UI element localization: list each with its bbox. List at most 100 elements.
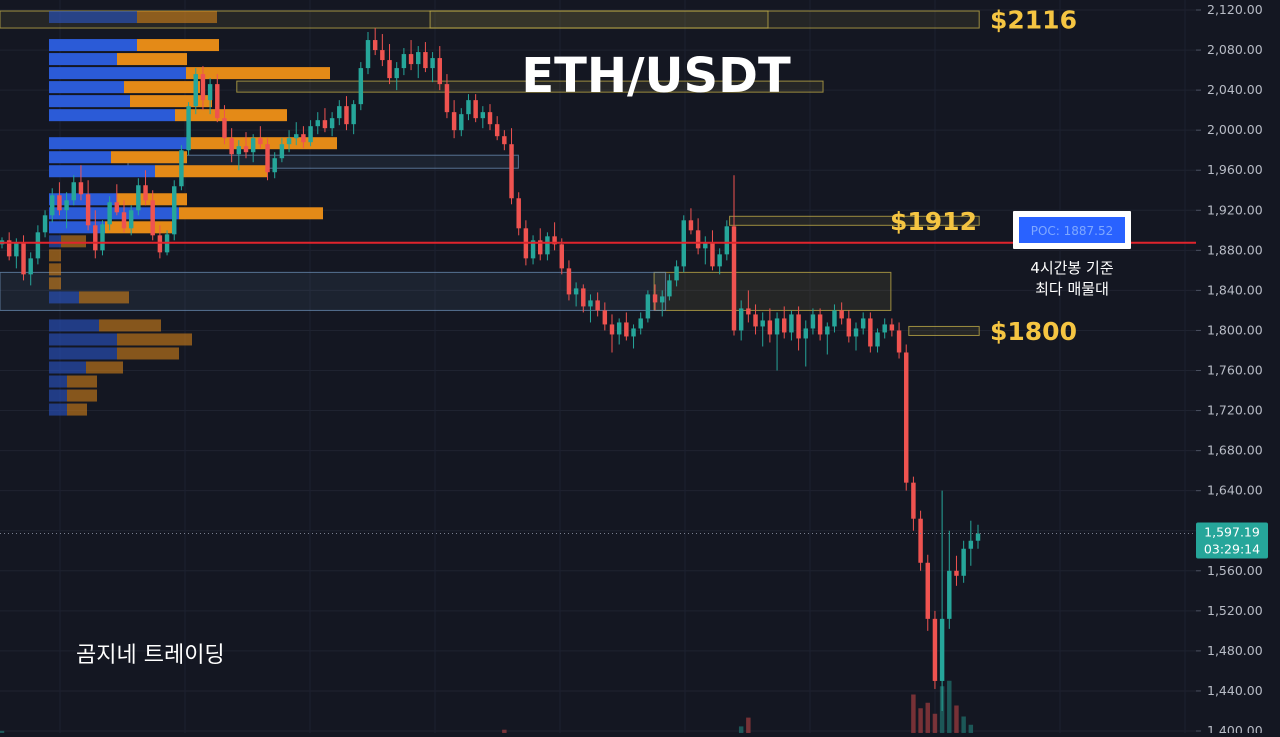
profile-sell-bar [99,319,161,332]
level-labels: $2116 $1912 $1800 [890,6,1077,346]
axis-tick-label: 1,400.00 [1207,723,1263,733]
candle-body [480,112,486,119]
price-zone [0,271,667,311]
candle-body [494,124,500,137]
profile-sell-bar [86,361,123,374]
profile-sell-bar [137,11,217,24]
profile-sell-bar [49,249,61,262]
candle-body [121,212,127,229]
candle-body [179,150,184,187]
candle-body [128,210,134,229]
candle-body [674,266,679,281]
candle-body [85,194,91,226]
volume-bar [961,716,966,733]
axis-tick-label: 1,480.00 [1207,643,1263,658]
profile-buy-bar [49,403,67,416]
axis-tick-label: 1,560.00 [1207,563,1263,578]
profile-buy-bar [49,221,105,234]
axis-tick-label: 2,120.00 [1207,2,1263,17]
candle-body [50,195,55,216]
candle-body [473,100,478,119]
candle-body [631,328,636,337]
price-zone [653,271,892,311]
candle-body [143,185,148,201]
profile-buy-bar [49,375,67,388]
profile-buy-bar [49,347,117,360]
candle-body [301,134,306,143]
candle-body [616,322,622,335]
candle-body [832,310,837,327]
candle-body [236,146,242,155]
candle-body [968,540,974,549]
price-axis[interactable]: 2,120.00 2,080.00 2,040.00 2,000.00 1,960.00… [1196,2,1263,737]
chart-title: ETH/USDT [521,48,791,104]
profile-sell-bar [67,389,97,402]
candle-body [746,308,751,315]
current-price-value: 1,597.19 [1204,525,1260,540]
candle-body [21,242,26,275]
candle-body [272,158,277,173]
candle-body [114,202,120,213]
profile-sell-bar [186,67,330,80]
current-price-countdown: 03:29:14 [1204,542,1260,557]
profile-sell-bar [61,235,86,248]
volume-bar [911,694,916,733]
candle-body [660,296,665,303]
candle-body [150,200,155,236]
profile-sell-bar [79,291,129,304]
candle-body [803,328,808,339]
candle-body [416,52,421,65]
price-zone [908,325,980,336]
candle-body [100,224,105,251]
level-label: $1912 [890,207,977,236]
axis-tick-label: 1,920.00 [1207,202,1263,217]
candle-body [789,314,794,333]
profile-buy-bar [49,235,61,248]
axis-tick-label: 1,840.00 [1207,282,1263,297]
candle-body [93,225,98,251]
candle-body [875,332,880,347]
current-price-badge-bg [1196,522,1268,559]
candle-body [64,200,69,211]
axis-tick-label: 2,000.00 [1207,122,1263,137]
candle-body [258,138,263,145]
candle-body [738,308,744,331]
candle-body [401,54,407,69]
candle-body [286,138,292,145]
candle-body [250,138,256,153]
volume-bar [954,705,959,733]
candle-body [552,236,557,245]
profile-sell-bar [179,207,323,220]
profile-buy-bar [49,137,189,150]
profile-buy-bar [49,319,99,332]
candle-body [215,84,220,119]
candle-body [904,352,909,483]
candle-body [760,320,765,327]
candle-body [387,60,392,79]
candle-body [279,144,285,159]
candle-body [796,314,801,339]
current-price-badge: 1,597.19 03:29:14 [1196,522,1268,559]
candle-body [430,58,435,69]
candle-body [559,244,564,269]
candle-body [6,240,12,257]
poc-badge[interactable]: POC: 1887.52 [1013,211,1131,249]
candle-body [459,114,464,131]
profile-sell-bar [67,375,97,388]
profile-sell-bar [105,221,175,234]
candle-body [595,300,600,311]
profile-buy-bar [49,53,117,66]
volume-profile [49,11,337,416]
profile-buy-bar [49,95,130,108]
axis-tick-label: 1,440.00 [1207,683,1263,698]
candle-body [975,533,981,541]
candle-body [961,548,966,576]
candle-body [451,112,457,131]
candle-body [200,74,206,101]
profile-sell-bar [124,81,200,94]
candle-body [573,288,579,295]
volume-bar [502,729,507,733]
axis-tick-label: 1,520.00 [1207,603,1263,618]
axis-tick-label: 1,760.00 [1207,363,1263,378]
